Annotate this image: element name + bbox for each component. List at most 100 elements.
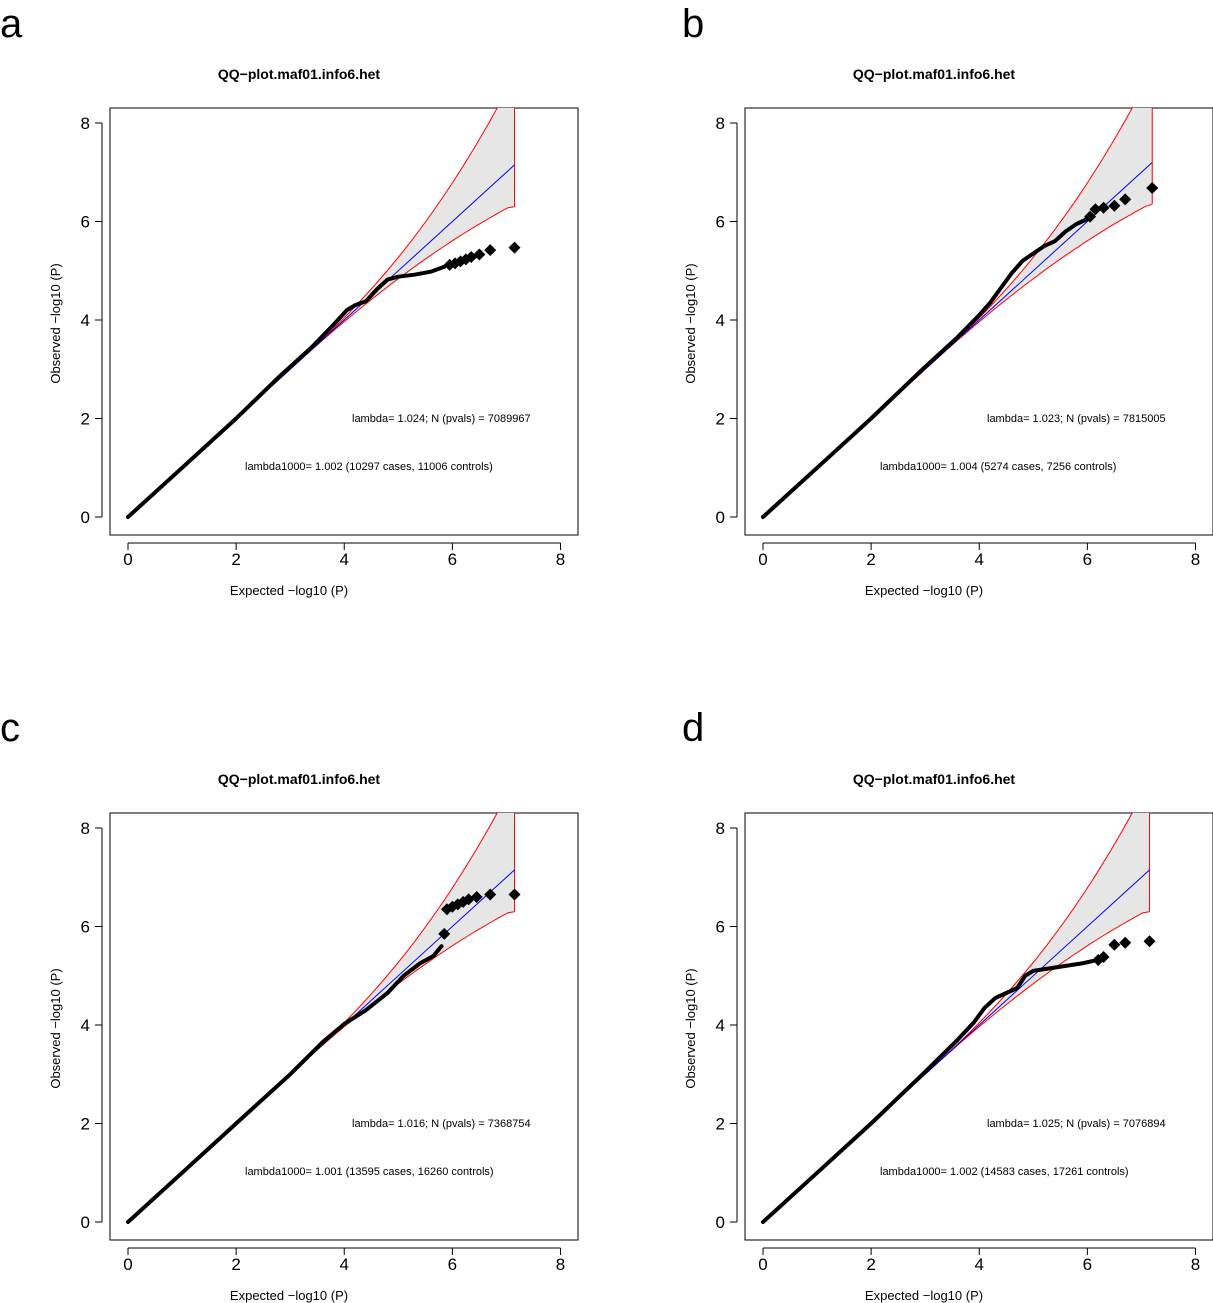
observed-point — [1108, 199, 1121, 212]
observed-point — [473, 248, 486, 261]
observed-point — [1108, 938, 1121, 951]
x-axis-label: Expected −log10 (P) — [865, 1288, 983, 1303]
y-tick-label: 0 — [716, 508, 725, 527]
y-tick-label: 4 — [81, 311, 90, 330]
x-tick-label: 8 — [1191, 1255, 1200, 1274]
plot-frame — [744, 107, 1213, 536]
x-tick-label: 2 — [231, 550, 240, 569]
observed-points-curve — [761, 959, 1095, 1224]
x-tick-label: 0 — [758, 1255, 767, 1274]
plot-area — [126, 813, 521, 1224]
annotation-lambda: lambda= 1.025; N (pvals) = 7076894 — [987, 1118, 1166, 1130]
y-tick-label: 6 — [81, 918, 90, 937]
x-tick-label: 6 — [1083, 550, 1092, 569]
observed-points-curve — [126, 264, 447, 519]
y-tick-label: 2 — [716, 410, 725, 429]
confidence-band-fill — [763, 108, 1153, 517]
chart-panel-a: 0 2 4 6 8 0 2 4 6 8 Expected −log10 (P) Observed −l… — [48, 66, 579, 598]
x-tick-label: 4 — [975, 550, 984, 569]
x-tick-label: 4 — [340, 1255, 349, 1274]
confidence-band-upper — [127, 813, 498, 1223]
x-tick-label: 8 — [556, 550, 565, 569]
y-tick-label: 4 — [716, 1016, 725, 1035]
plot-frame — [744, 812, 1213, 1241]
x-tick-label: 0 — [123, 1255, 132, 1274]
y-tick-label: 4 — [81, 1016, 90, 1035]
panel-letter-d: d — [682, 706, 705, 750]
observed-point — [459, 253, 472, 266]
x-tick-label: 4 — [340, 550, 349, 569]
chart-panel-d: 0 2 4 6 8 0 2 4 6 8 Expected −log10 (P) Observed −l… — [683, 771, 1213, 1303]
observed-point — [508, 888, 521, 901]
annotation-lambda1000: lambda1000= 1.002 (14583 cases, 17261 co… — [880, 1166, 1129, 1178]
observed-point — [1097, 951, 1110, 964]
y-tick-label: 2 — [81, 410, 90, 429]
y-tick-label: 8 — [716, 819, 725, 838]
x-axis-label: Expected −log10 (P) — [865, 583, 983, 598]
panel-letter-c: c — [0, 706, 20, 750]
y-tick-label: 2 — [716, 1115, 725, 1134]
chart-panel-b: 0 2 4 6 8 0 2 4 6 8 Expected −log10 (P) Observed −l… — [683, 66, 1213, 598]
y-tick-label: 6 — [716, 213, 725, 232]
plot-area — [126, 108, 521, 519]
observed-point — [1089, 203, 1102, 216]
confidence-band-upper — [762, 108, 1133, 518]
x-tick-label: 0 — [758, 550, 767, 569]
x-axis-label: Expected −log10 (P) — [230, 1288, 348, 1303]
y-tick-label: 8 — [716, 114, 725, 133]
chart-title: QQ−plot.maf01.info6.het — [218, 771, 381, 787]
annotation-lambda: lambda= 1.023; N (pvals) = 7815005 — [987, 413, 1166, 425]
observed-points-curve — [126, 944, 444, 1224]
x-tick-label: 8 — [556, 1255, 565, 1274]
y-axis-label: Observed −log10 (P) — [683, 263, 698, 383]
observed-point — [454, 255, 467, 268]
x-tick-label: 0 — [123, 550, 132, 569]
y-tick-label: 0 — [716, 1213, 725, 1232]
x-tick-label: 2 — [866, 1255, 875, 1274]
observed-point — [470, 890, 483, 903]
plot-area — [761, 813, 1156, 1224]
y-tick-label: 4 — [716, 311, 725, 330]
y-tick-label: 6 — [81, 213, 90, 232]
annotation-lambda: lambda= 1.016; N (pvals) = 7368754 — [352, 1118, 531, 1130]
annotation-lambda1000: lambda1000= 1.001 (13595 cases, 16260 co… — [245, 1166, 494, 1178]
confidence-band-fill — [128, 813, 515, 1222]
x-tick-label: 6 — [448, 1255, 457, 1274]
observed-point — [1097, 201, 1110, 214]
y-tick-label: 2 — [81, 1115, 90, 1134]
y-axis-label: Observed −log10 (P) — [48, 968, 63, 1088]
y-tick-label: 6 — [716, 918, 725, 937]
y-tick-label: 8 — [81, 114, 90, 133]
y-axis-label: Observed −log10 (P) — [683, 968, 698, 1088]
confidence-band-fill — [128, 108, 515, 517]
confidence-band-upper — [762, 813, 1133, 1223]
observed-point — [508, 241, 521, 254]
y-tick-label: 0 — [81, 1213, 90, 1232]
x-tick-label: 2 — [866, 550, 875, 569]
confidence-band-upper — [127, 108, 498, 518]
observed-point — [1146, 182, 1159, 195]
chart-panel-c: 0 2 4 6 8 0 2 4 6 8 Expected −log10 (P) Observed −l… — [48, 771, 579, 1303]
x-tick-label: 6 — [1083, 1255, 1092, 1274]
plot-frame — [109, 812, 579, 1241]
observed-point — [1143, 935, 1156, 948]
y-tick-label: 0 — [81, 508, 90, 527]
chart-title: QQ−plot.maf01.info6.het — [853, 66, 1016, 82]
annotation-lambda1000: lambda1000= 1.002 (10297 cases, 11006 co… — [245, 461, 493, 473]
x-tick-label: 4 — [975, 1255, 984, 1274]
y-axis-label: Observed −log10 (P) — [48, 263, 63, 383]
observed-point — [438, 927, 451, 940]
x-tick-label: 6 — [448, 550, 457, 569]
chart-title: QQ−plot.maf01.info6.het — [853, 771, 1016, 787]
plot-frame — [109, 107, 579, 536]
observed-point — [484, 244, 497, 257]
x-axis-label: Expected −log10 (P) — [230, 583, 348, 598]
observed-point — [1119, 936, 1132, 949]
panel-letter-a: a — [0, 2, 23, 46]
plot-area — [761, 108, 1159, 519]
observed-point — [1119, 193, 1132, 206]
chart-title: QQ−plot.maf01.info6.het — [218, 66, 381, 82]
confidence-band-fill — [763, 813, 1150, 1222]
observed-point — [484, 888, 497, 901]
